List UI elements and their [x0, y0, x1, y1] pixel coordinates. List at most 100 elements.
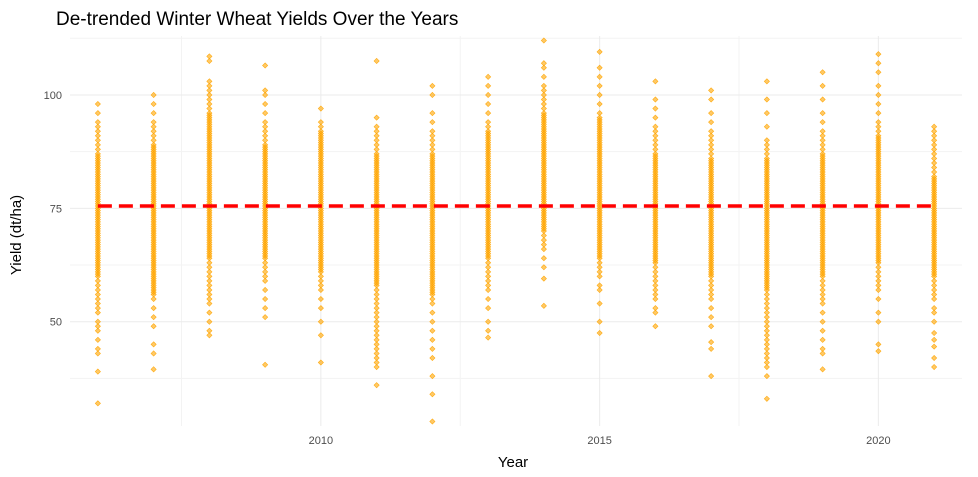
data-point: [262, 264, 269, 271]
data-point: [373, 57, 380, 64]
data-point: [931, 164, 938, 171]
data-point: [373, 141, 380, 148]
data-point: [708, 323, 715, 330]
data-point: [373, 350, 380, 357]
data-point: [596, 82, 603, 89]
data-point: [819, 119, 826, 126]
data-point: [708, 96, 715, 103]
data-point: [931, 123, 938, 130]
data-point: [763, 359, 770, 366]
data-point: [150, 110, 157, 117]
data-point: [262, 141, 269, 148]
data-point: [262, 119, 269, 126]
data-point: [262, 123, 269, 130]
data-point: [708, 295, 715, 303]
data-point: [819, 295, 826, 303]
data-point: [652, 137, 659, 144]
data-point: [429, 295, 436, 303]
data-points: [94, 37, 938, 425]
data-point: [206, 332, 213, 339]
data-point: [931, 146, 938, 153]
data-point: [262, 87, 269, 94]
data-point: [150, 323, 157, 330]
data-point: [708, 345, 715, 352]
data-point: [596, 73, 603, 80]
data-point: [206, 110, 213, 117]
data-point: [373, 345, 380, 352]
data-point: [94, 282, 101, 289]
data-point: [206, 100, 213, 108]
data-point: [652, 305, 659, 312]
data-point: [429, 318, 436, 325]
data-point: [485, 91, 492, 98]
data-point: [373, 150, 380, 157]
data-point: [596, 268, 603, 275]
data-point: [763, 327, 770, 334]
data-point: [708, 132, 715, 139]
data-point: [708, 314, 715, 321]
data-point: [94, 137, 101, 144]
data-point: [94, 305, 101, 312]
data-point: [652, 96, 659, 103]
data-point: [763, 336, 770, 343]
data-point: [540, 105, 547, 112]
data-point: [652, 105, 659, 112]
data-point: [485, 100, 492, 108]
data-point: [429, 137, 436, 144]
data-point: [819, 300, 826, 307]
data-point: [540, 275, 547, 282]
data-point: [931, 128, 938, 135]
data-point: [652, 114, 659, 121]
data-point: [763, 150, 770, 157]
data-point: [931, 318, 938, 325]
data-point: [652, 132, 659, 139]
data-point: [931, 173, 938, 180]
data-point: [485, 277, 492, 284]
data-point: [429, 327, 436, 334]
data-point: [373, 354, 380, 362]
data-point: [763, 345, 770, 352]
data-point: [94, 350, 101, 357]
data-point: [429, 150, 436, 157]
data-point: [429, 336, 436, 343]
data-point: [819, 146, 826, 153]
data-point: [429, 391, 436, 398]
data-point: [94, 291, 101, 298]
data-point: [485, 128, 492, 135]
data-point: [262, 268, 269, 275]
data-point: [429, 373, 436, 380]
data-point: [819, 309, 826, 316]
data-point: [819, 282, 826, 289]
data-point: [763, 332, 770, 339]
data-point: [262, 132, 269, 139]
data-point: [150, 350, 157, 357]
data-point: [485, 123, 492, 130]
data-point: [262, 128, 269, 135]
data-point: [94, 368, 101, 375]
data-point: [596, 114, 603, 121]
data-point: [931, 141, 938, 148]
data-point: [373, 114, 380, 121]
data-point: [262, 273, 269, 280]
data-point: [596, 330, 603, 337]
data-point: [373, 309, 380, 316]
data-point: [931, 132, 938, 139]
data-point: [94, 123, 101, 130]
data-point: [485, 273, 492, 280]
data-point: [875, 123, 882, 130]
data-point: [206, 78, 213, 85]
data-point: [206, 87, 213, 94]
data-point: [317, 305, 324, 312]
data-point: [94, 277, 101, 284]
data-point: [763, 300, 770, 307]
data-point: [485, 264, 492, 271]
data-point: [150, 305, 157, 312]
data-point: [596, 91, 603, 98]
data-point: [652, 277, 659, 284]
data-point: [652, 78, 659, 85]
data-point: [373, 332, 380, 339]
data-point: [540, 96, 547, 103]
data-point: [540, 87, 547, 94]
data-point: [708, 155, 715, 162]
data-point: [262, 110, 269, 117]
